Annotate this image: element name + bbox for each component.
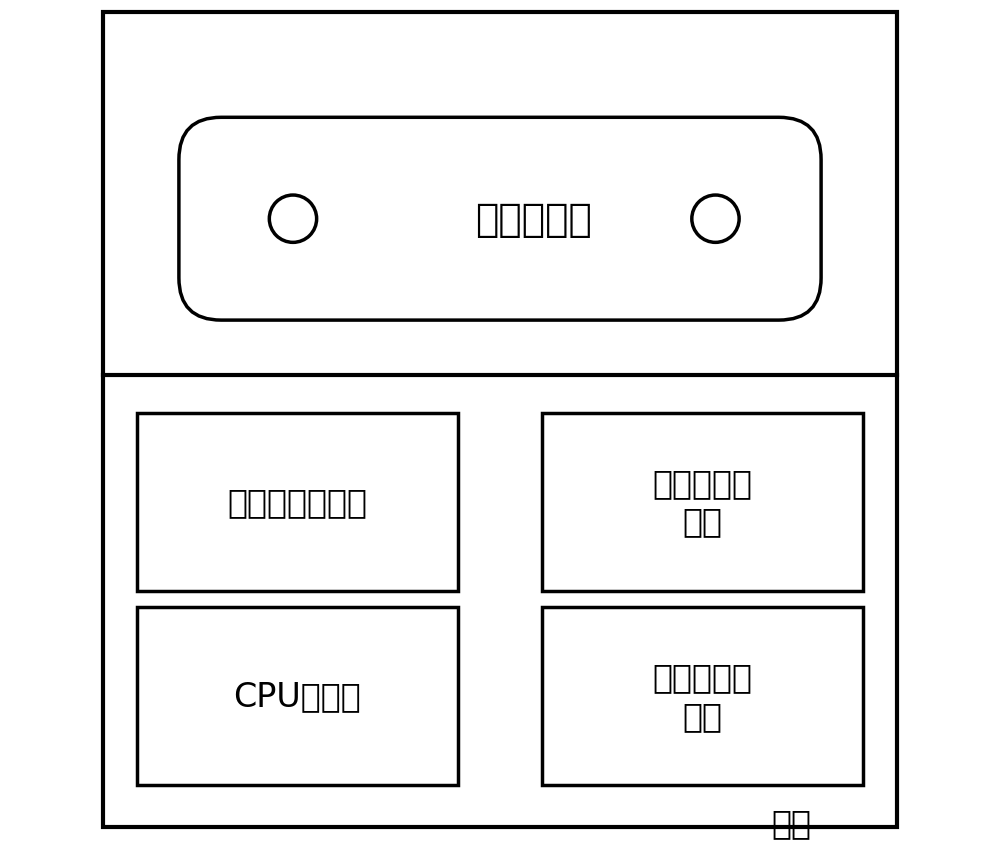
Bar xyxy=(542,414,863,591)
Text: 电压互感器: 电压互感器 xyxy=(475,201,592,238)
Bar xyxy=(137,608,458,785)
Circle shape xyxy=(692,196,739,243)
Text: 工作电源电路板: 工作电源电路板 xyxy=(227,485,367,519)
Circle shape xyxy=(269,196,317,243)
Bar xyxy=(542,608,863,785)
Text: 底板: 底板 xyxy=(772,806,812,840)
Text: 功率输出电
路板: 功率输出电 路板 xyxy=(653,467,753,538)
Text: 滤波采样电
路板: 滤波采样电 路板 xyxy=(653,661,753,732)
Text: CPU控制板: CPU控制板 xyxy=(233,679,361,713)
FancyBboxPatch shape xyxy=(179,118,821,321)
Bar xyxy=(137,414,458,591)
